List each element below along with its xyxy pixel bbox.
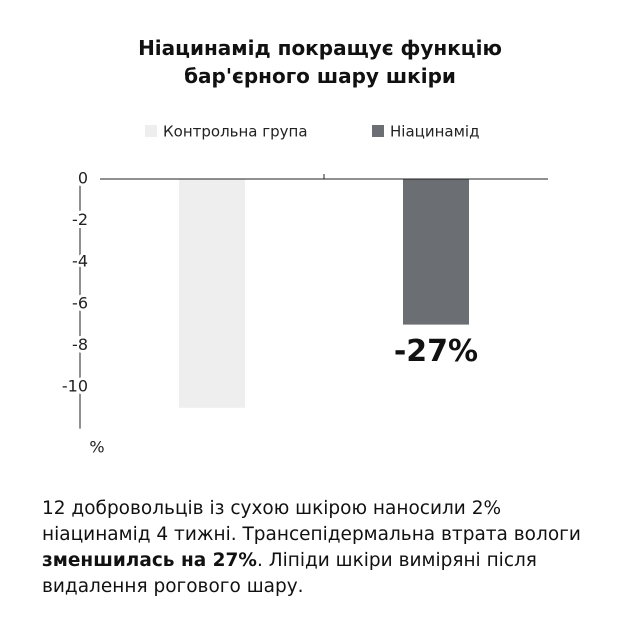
description-text: . Ліпіди шкіри виміряні після видалення … (42, 550, 537, 597)
legend-label: Ніацинамід (390, 123, 479, 141)
y-tick-label: 0 (78, 169, 88, 188)
legend-swatch (145, 125, 157, 137)
chart: Ніацинамід покращує функцію бар'єрного ш… (61, 36, 548, 457)
description: 12 добровольців із сухою шкірою наносили… (42, 496, 590, 600)
bar (179, 179, 245, 408)
y-tick-label: -10 (62, 377, 88, 396)
bar (403, 179, 469, 325)
chart-title: Ніацинамід покращує функцію бар'єрного ш… (138, 36, 502, 88)
description-text: 12 добровольців із сухою шкірою наносили… (42, 498, 581, 545)
y-tick-label: -4 (72, 252, 88, 271)
y-tick-label: -2 (72, 210, 88, 229)
y-axis-label: % (89, 438, 104, 457)
legend-swatch (372, 125, 384, 137)
annotation: -27% (394, 334, 478, 369)
title-box: Ніацинамід покращує функцію бар'єрного ш… (138, 36, 502, 88)
y-tick-label: -6 (72, 293, 88, 312)
y-tick-label: -8 (72, 335, 88, 354)
description-bold: зменшилась на 27% (42, 550, 257, 571)
legend-label: Контрольна група (163, 123, 308, 141)
